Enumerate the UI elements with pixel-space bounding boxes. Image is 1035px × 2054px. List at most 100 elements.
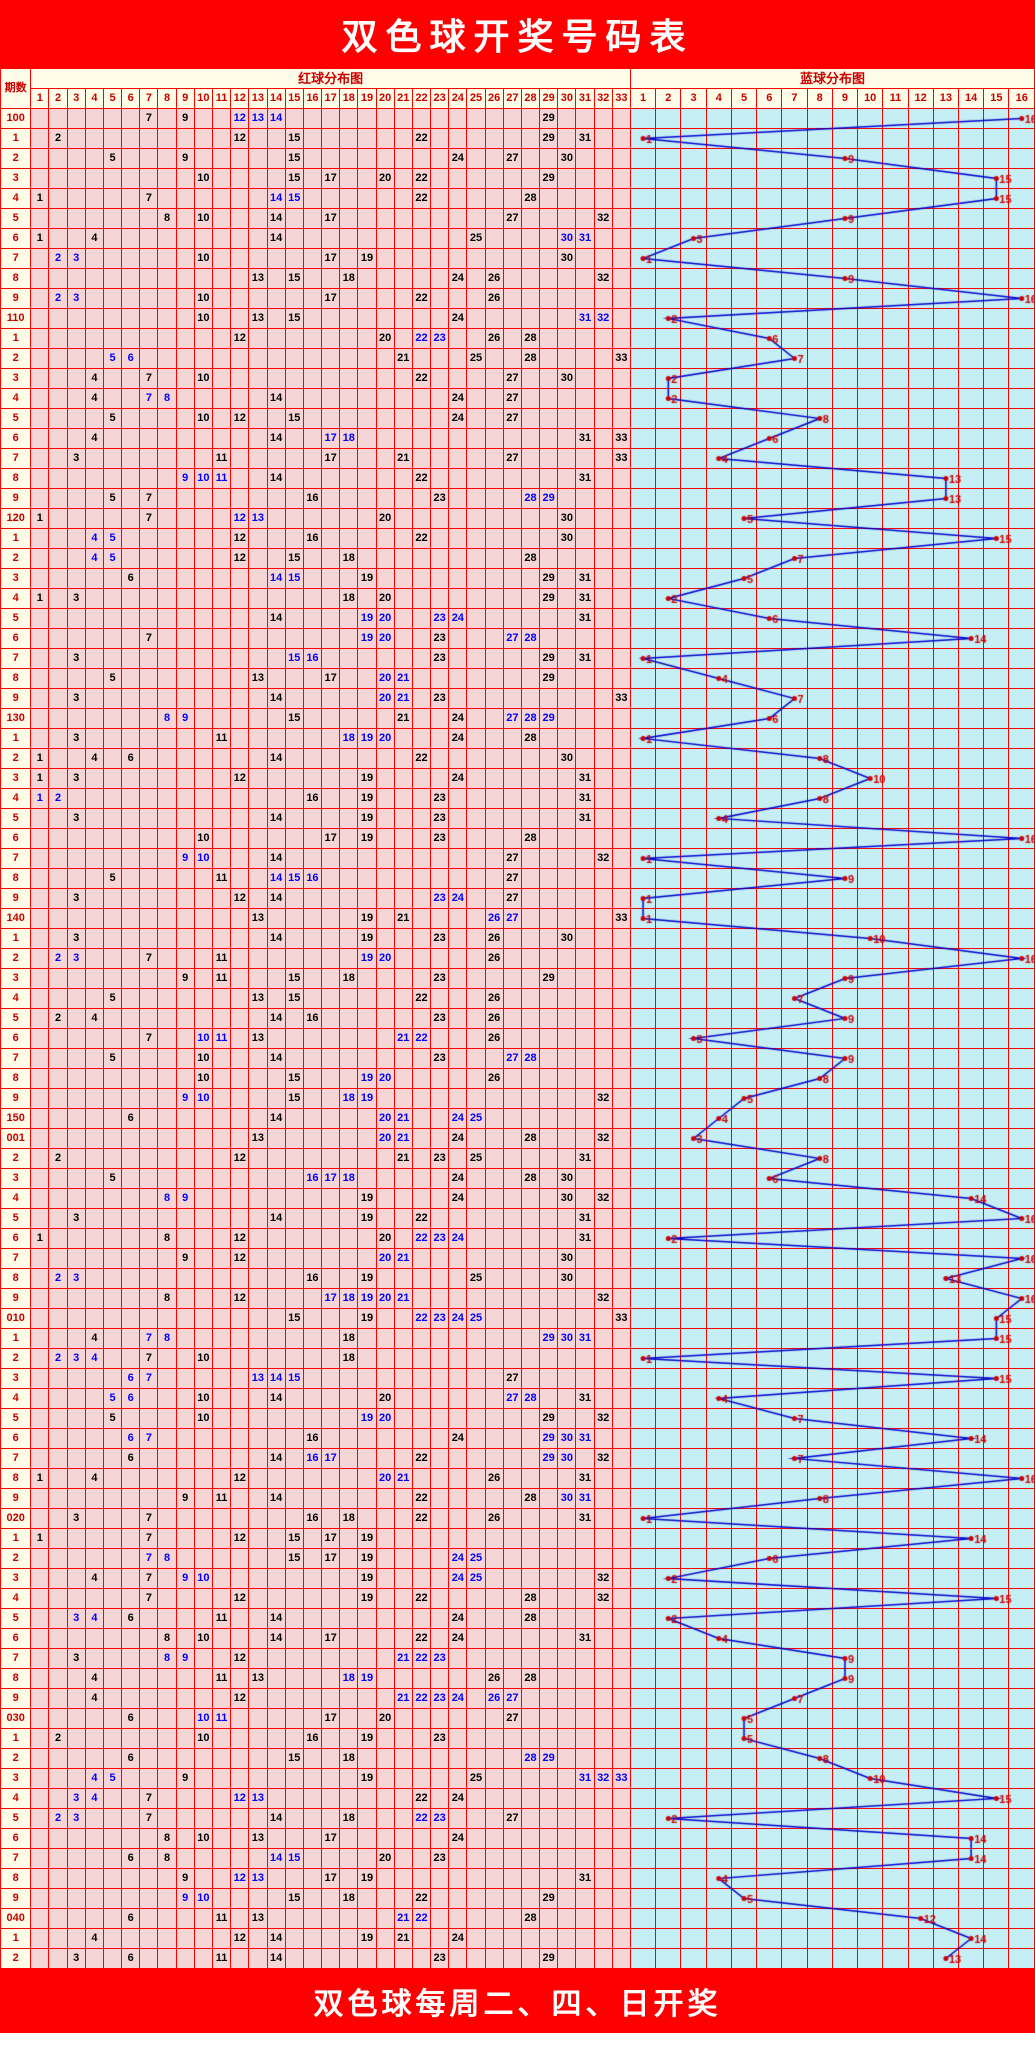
blue-cell (807, 1209, 832, 1229)
red-cell: 19 (358, 1729, 376, 1749)
blue-cell (807, 449, 832, 469)
red-cell (231, 149, 249, 169)
blue-cell (984, 429, 1009, 449)
red-cell (394, 1669, 412, 1689)
blue-cell (807, 1069, 832, 1089)
blue-cell (706, 1029, 731, 1049)
red-cell (267, 949, 285, 969)
blue-cell (908, 1709, 933, 1729)
red-cell (521, 1929, 539, 1949)
red-cell (267, 1549, 285, 1569)
blue-cell (681, 1809, 706, 1829)
red-cell (103, 889, 121, 909)
red-cell (394, 1709, 412, 1729)
red-cell (103, 1909, 121, 1929)
red-cell (67, 1249, 85, 1269)
red-cell: 3 (67, 769, 85, 789)
blue-cell (706, 909, 731, 929)
blue-cell (807, 769, 832, 789)
red-cell (576, 629, 594, 649)
blue-cell (630, 349, 655, 369)
blue-cell (908, 369, 933, 389)
red-cell: 4 (85, 429, 103, 449)
red-cell: 8 (158, 1849, 176, 1869)
blue-cell (681, 989, 706, 1009)
red-cell (303, 109, 321, 129)
blue-cell (681, 1549, 706, 1569)
red-cell (231, 1389, 249, 1409)
red-cell (322, 1609, 340, 1629)
blue-cell (731, 429, 756, 449)
red-cell (285, 369, 303, 389)
red-cell (231, 1629, 249, 1649)
red-cell (158, 949, 176, 969)
red-cell (158, 749, 176, 769)
table-row: 001132021242832 (1, 1129, 1035, 1149)
period-cell: 9 (1, 889, 31, 909)
blue-cell (656, 1229, 681, 1249)
red-cell (249, 349, 267, 369)
red-cell (303, 829, 321, 849)
blue-cell (908, 849, 933, 869)
red-cell (558, 1549, 576, 1569)
red-cell: 18 (340, 1509, 358, 1529)
red-cell (303, 569, 321, 589)
blue-cell (757, 689, 782, 709)
red-cell (85, 349, 103, 369)
red-cell (540, 529, 558, 549)
red-cell (140, 1189, 158, 1209)
red-cell (485, 1489, 503, 1509)
red-cell (267, 249, 285, 269)
blue-cell (858, 1149, 883, 1169)
red-cell: 8 (158, 389, 176, 409)
red-cell (231, 1509, 249, 1529)
red-cell (249, 429, 267, 449)
blue-cell (782, 1789, 807, 1809)
red-cell: 26 (485, 1009, 503, 1029)
red-cell (594, 1909, 612, 1929)
blue-cell (1009, 209, 1035, 229)
blue-cell (757, 589, 782, 609)
red-cell (67, 1929, 85, 1949)
blue-cell (731, 1709, 756, 1729)
red-cell (431, 1529, 449, 1549)
red-cell (431, 589, 449, 609)
red-cell (467, 749, 485, 769)
red-cell (103, 769, 121, 789)
red-cell: 19 (358, 1529, 376, 1549)
blue-cell (883, 589, 908, 609)
red-cell: 19 (358, 569, 376, 589)
red-cell (194, 1109, 212, 1129)
blue-cell (908, 1529, 933, 1549)
blue-cell (933, 1549, 958, 1569)
red-cell (303, 769, 321, 789)
blue-cell (681, 1769, 706, 1789)
red-cell (540, 689, 558, 709)
period-cell: 6 (1, 1429, 31, 1449)
red-cell: 30 (558, 529, 576, 549)
red-cell (612, 1909, 630, 1929)
red-cell: 7 (140, 369, 158, 389)
blue-cell (933, 1289, 958, 1309)
red-cell (431, 569, 449, 589)
red-cell (449, 549, 467, 569)
red-cell: 7 (140, 509, 158, 529)
red-cell (194, 1009, 212, 1029)
red-cell (103, 1429, 121, 1449)
red-cell: 19 (358, 629, 376, 649)
blue-cell (706, 1129, 731, 1149)
red-cell (249, 389, 267, 409)
red-cell (594, 1169, 612, 1189)
blue-cell (706, 1929, 731, 1949)
red-cell (612, 1809, 630, 1829)
blue-cell (883, 1409, 908, 1429)
blue-cell (933, 649, 958, 669)
period-cell: 9 (1, 1489, 31, 1509)
blue-cell (1009, 1929, 1035, 1949)
red-cell (340, 1269, 358, 1289)
red-cell (176, 1669, 194, 1689)
blue-cell (858, 649, 883, 669)
red-cell (231, 1749, 249, 1769)
red-cell (358, 589, 376, 609)
blue-cell (984, 829, 1009, 849)
